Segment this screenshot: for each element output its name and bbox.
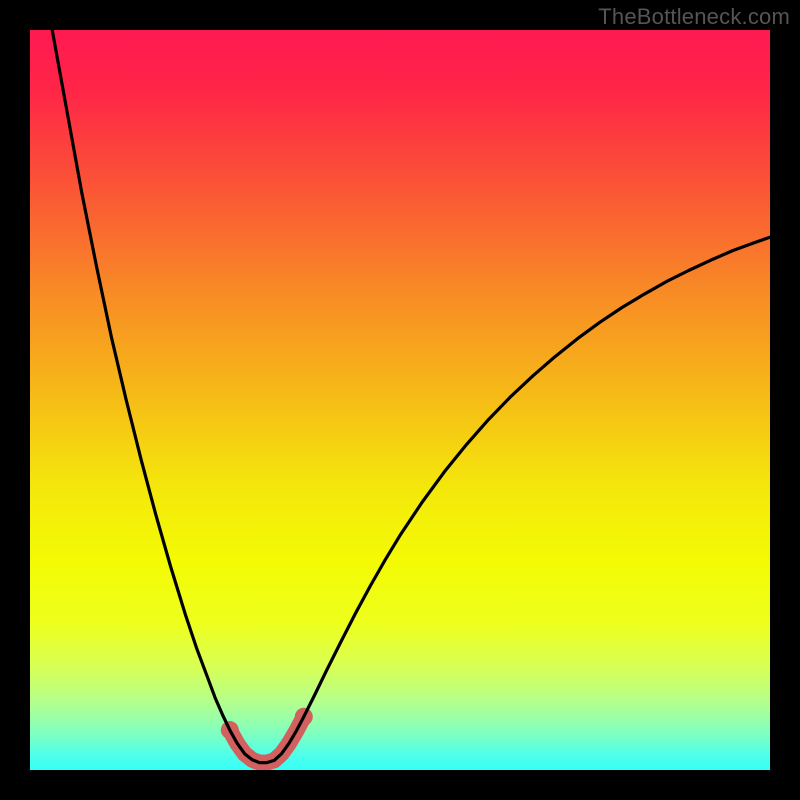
chart-svg	[30, 30, 770, 770]
watermark-text: TheBottleneck.com	[598, 4, 790, 30]
chart-container: TheBottleneck.com	[0, 0, 800, 800]
gradient-background	[30, 30, 770, 770]
plot-area	[30, 30, 770, 770]
